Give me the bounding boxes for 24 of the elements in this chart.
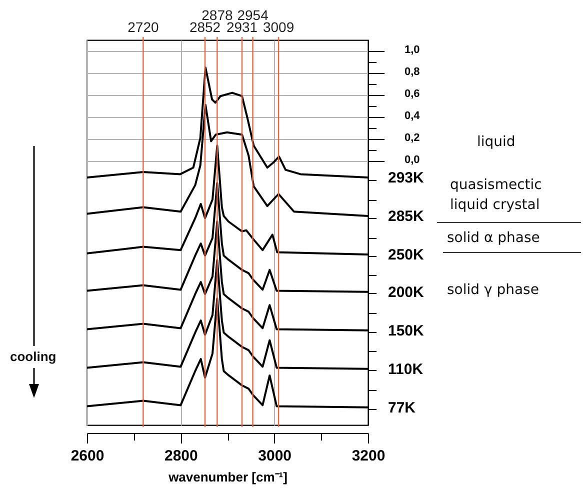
- y-tick-label: 0,0: [404, 154, 420, 166]
- legend-label: 150K: [388, 322, 424, 340]
- legend-label: 250K: [388, 246, 424, 264]
- x-tick-label: 3000: [258, 448, 292, 464]
- ref-line-label: 2720: [128, 19, 159, 35]
- text: solid γ phase: [447, 282, 539, 298]
- text: solid α phase: [447, 230, 540, 246]
- y-tick-label: 0,4: [404, 110, 421, 122]
- y-tick-label: 0,6: [404, 88, 420, 100]
- x-axis-title: wavenumber [cm⁻¹]: [168, 470, 288, 484]
- x-tick-label: 2600: [70, 448, 104, 464]
- text: liquid: [477, 134, 516, 150]
- legend-label: 293K: [388, 170, 424, 186]
- text: cooling: [10, 349, 56, 364]
- text: quasismectic liquid crystal: [450, 177, 542, 213]
- legend-label: 200K: [388, 284, 424, 301]
- legend-label: 110K: [388, 360, 424, 378]
- legend-label: 285K: [388, 208, 424, 225]
- y-tick-label: 1,0: [404, 44, 420, 56]
- y-tick-label: 0,8: [404, 66, 420, 78]
- x-tick-label: 3200: [352, 448, 386, 464]
- x-tick-label: 2800: [164, 448, 198, 464]
- y-tick-label: 0,2: [404, 132, 420, 144]
- legend-label: 77K: [388, 399, 416, 416]
